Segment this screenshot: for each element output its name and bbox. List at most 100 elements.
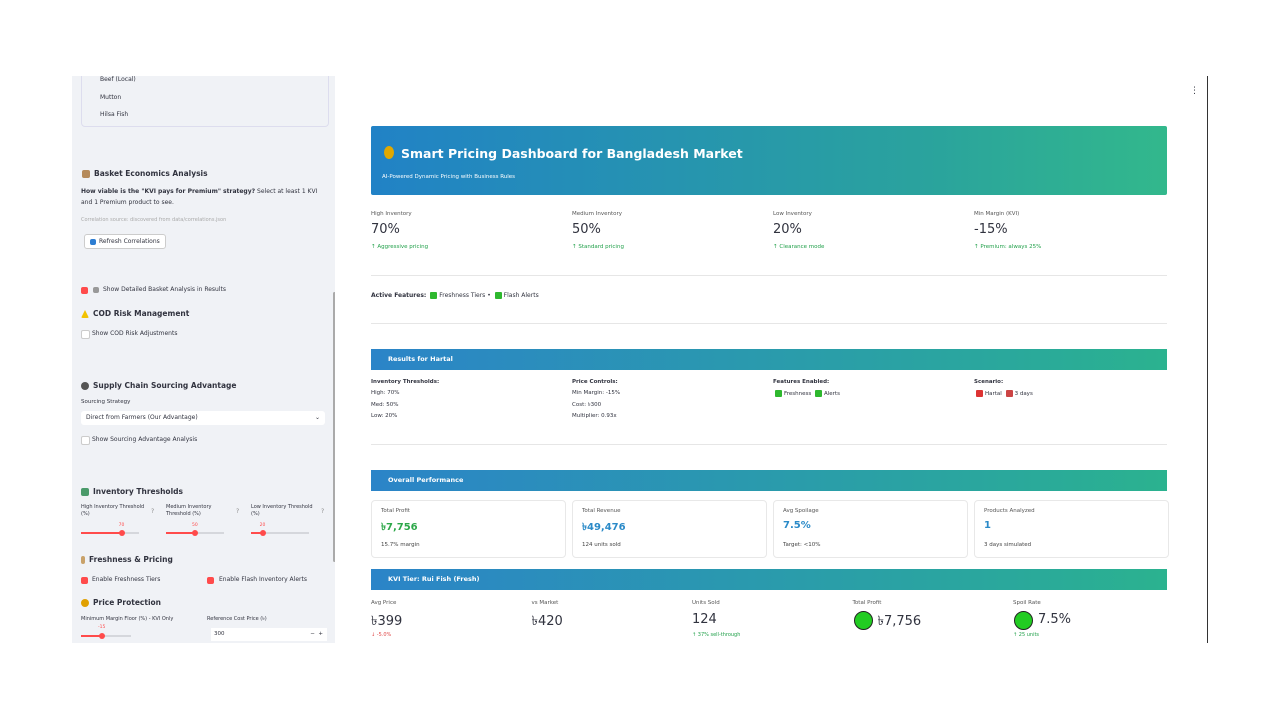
- divider: [371, 275, 1167, 276]
- slider-fill: [81, 635, 102, 637]
- text: Flash Alerts: [503, 292, 539, 299]
- text: Inventory Thresholds: [93, 487, 183, 496]
- slider-thumb[interactable]: [259, 530, 266, 536]
- text: Refresh Correlations: [99, 238, 160, 245]
- main: ⋮ Smart Pricing Dashboard for Bangladesh…: [335, 76, 1208, 643]
- metric-value: 20%: [773, 222, 802, 237]
- section-title: Basket Economics Analysis: [82, 169, 208, 178]
- section-title: COD Risk Management: [81, 309, 189, 318]
- metric-value: 50%: [572, 222, 601, 237]
- metric-label: vs Market: [531, 600, 559, 606]
- subtitle: AI-Powered Dynamic Pricing with Business…: [382, 174, 516, 180]
- checkbox-label: Enable Flash Inventory Alerts: [219, 576, 307, 583]
- slider-thumb[interactable]: [118, 530, 125, 536]
- slider-value: 20: [259, 523, 266, 528]
- text: Hartal: [985, 391, 1002, 397]
- slider-fill: [81, 532, 122, 534]
- text: Select at least 1 KVI and 1 Premium prod…: [81, 188, 318, 206]
- text: How viable is the "KVI pays for Premium"…: [81, 188, 256, 195]
- metric-label: Avg Price: [371, 600, 397, 606]
- product: Beef (Local): [100, 76, 136, 83]
- metric-card: Avg Spoilage 7.5% Target: <10%: [773, 500, 968, 558]
- metric-label: Min Margin (KVI): [974, 211, 1020, 217]
- slider-value: 70: [118, 523, 125, 528]
- menu[interactable]: ⋮: [1190, 86, 1199, 96]
- section-title: Price Protection: [81, 598, 161, 607]
- input-label: Reference Cost Price (৳): [207, 616, 267, 622]
- checkbox-label: Show Sourcing Advantage Analysis: [92, 436, 198, 443]
- help-icon: ?: [321, 508, 325, 515]
- card-note: 3 days simulated: [984, 542, 1032, 548]
- metric-value: ৳420: [531, 614, 563, 629]
- text: Supply Chain Sourcing Advantage: [93, 381, 237, 390]
- help-icon: ?: [236, 508, 240, 515]
- active-features: Active Features: Freshness Tiers • Flash…: [371, 292, 539, 299]
- column-heading: Price Controls:: [572, 379, 618, 385]
- question: How viable is the "KVI pays for Premium"…: [81, 186, 321, 208]
- column-line: Hartal 3 days: [974, 390, 1033, 397]
- status-dot: [853, 611, 873, 630]
- checkbox[interactable]: [81, 330, 90, 339]
- section-title: Supply Chain Sourcing Advantage: [81, 381, 236, 390]
- checkbox[interactable]: [81, 436, 90, 445]
- slider-thumb[interactable]: [192, 530, 198, 536]
- column-line: Freshness Alerts: [773, 390, 840, 397]
- slider-value: 50: [192, 523, 198, 528]
- caption: Correlation source: discovered from data…: [81, 217, 227, 223]
- metric-delta: ↑ Aggressive pricing: [371, 244, 429, 250]
- text: Clearance mode: [779, 244, 825, 250]
- metric-delta: ↑ Clearance mode: [773, 244, 825, 250]
- product: Mutton: [100, 94, 122, 101]
- metric-value: 124: [692, 612, 717, 627]
- text: Show Detailed Basket Analysis in Results: [103, 286, 226, 293]
- text: Premium: always 25%: [980, 244, 1042, 250]
- section-title: Freshness & Pricing: [81, 555, 173, 564]
- card-note: 15.7% margin: [381, 542, 420, 548]
- checkbox-label: Show Detailed Basket Analysis in Results: [93, 286, 226, 293]
- card-note: Target: <10%: [783, 542, 821, 548]
- metric-label: Total Profit: [852, 600, 882, 606]
- card-note: 124 units sold: [582, 542, 621, 548]
- metric-value: ৳7,756: [877, 614, 922, 629]
- slider-track[interactable]: [81, 633, 131, 639]
- section-banner: KVI Tier: Rui Fish (Fresh): [371, 569, 1167, 590]
- column-heading: Inventory Thresholds:: [371, 379, 440, 385]
- checkbox[interactable]: [81, 287, 88, 294]
- column-line: Med: 50%: [371, 401, 399, 408]
- text: Standard pricing: [578, 244, 624, 250]
- slider-track: [81, 530, 139, 536]
- refresh-button[interactable]: Refresh Correlations: [84, 234, 166, 249]
- checkbox[interactable]: [81, 577, 88, 584]
- metric-card: Total Revenue ৳49,476 124 units sold: [572, 500, 767, 558]
- checkbox-label: Show COD Risk Adjustments: [92, 330, 178, 337]
- column-line: Min Margin: -15%: [572, 390, 621, 396]
- metric-label: Units Sold: [692, 600, 720, 606]
- metric-delta: ↑ 25 units: [1013, 632, 1040, 638]
- slider-thumb[interactable]: [99, 633, 105, 639]
- card-label: Total Revenue: [582, 508, 621, 514]
- metric-label: High Inventory: [371, 211, 412, 217]
- card-value: 1: [984, 520, 991, 531]
- text: 37% sell-through: [697, 632, 741, 638]
- section-banner: Results for Hartal: [371, 349, 1167, 370]
- text: Freshness Tiers: [439, 292, 486, 299]
- slider-fill: [166, 532, 195, 534]
- text: Active Features:: [371, 292, 427, 299]
- metric-delta: ↑ 37% sell-through: [692, 632, 741, 638]
- select[interactable]: Direct from Farmers (Our Advantage) ⌄: [81, 411, 325, 425]
- text: Aggressive pricing: [377, 244, 429, 250]
- header-banner: Smart Pricing Dashboard for Bangladesh M…: [371, 126, 1167, 195]
- scrollbar[interactable]: [333, 292, 335, 562]
- metric-value: 7.5%: [1038, 612, 1072, 627]
- text: Freshness: [784, 391, 812, 397]
- column-line: High: 70%: [371, 390, 400, 396]
- slider-label: High Inventory Threshold (%): [81, 504, 145, 517]
- metric-card: Total Profit ৳7,756 15.7% margin: [371, 500, 566, 558]
- column-heading: Scenario:: [974, 379, 1004, 385]
- number-input[interactable]: 300− +: [211, 628, 327, 641]
- text: 3 days: [1014, 391, 1033, 397]
- metric-delta: ↓ -5.0%: [371, 632, 392, 638]
- metric-delta: ↑ Standard pricing: [572, 244, 624, 250]
- column-line: Multiplier: 0.93x: [572, 413, 617, 419]
- checkbox[interactable]: [207, 577, 214, 584]
